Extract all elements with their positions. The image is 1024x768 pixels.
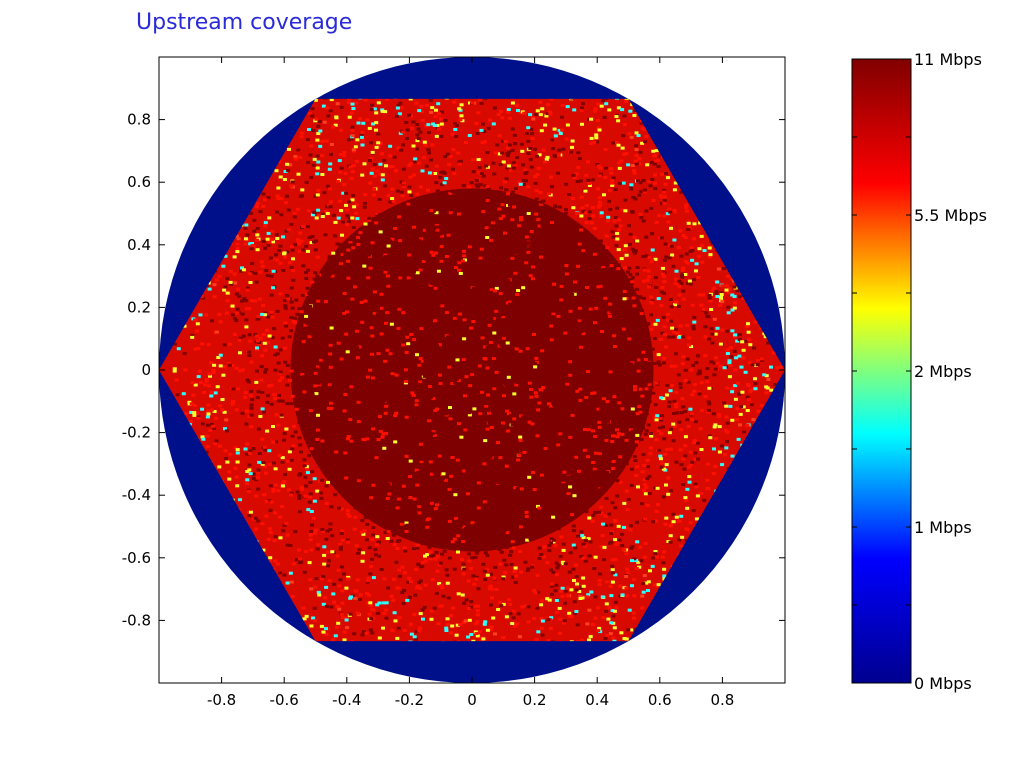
y-tick-label: -0.4 [122,486,151,504]
y-tick-label: 0.6 [127,173,151,191]
coverage-speckle [159,98,785,642]
y-tick-label: 0.8 [127,111,151,129]
chart-title: Upstream coverage [136,10,353,35]
core-coverage [290,188,654,552]
y-tick-label: -0.8 [122,611,151,629]
x-tick-label: 0 [467,691,477,709]
x-tick-label: 0.4 [585,691,609,709]
y-tick-label: 0.2 [127,298,151,316]
colorbar [851,58,912,684]
x-tick-label: -0.6 [270,691,299,709]
y-tick-label: 0 [141,361,151,379]
x-tick-label: -0.2 [395,691,424,709]
x-tick-label: 0.2 [523,691,547,709]
colorbar-label: 11 Mbps [914,50,982,69]
x-tick-label: -0.4 [332,691,361,709]
y-tick-label: -0.2 [122,424,151,442]
colorbar-label: 0 Mbps [914,674,972,693]
y-tick-label: -0.6 [122,549,151,567]
x-tick-label: 0.8 [710,691,734,709]
y-tick-label: 0.4 [127,236,151,254]
colorbar-label: 5.5 Mbps [914,206,987,225]
x-tick-label: -0.8 [207,691,236,709]
colorbar-label: 1 Mbps [914,518,972,537]
colorbar-label: 2 Mbps [914,362,972,381]
x-tick-label: 0.6 [648,691,672,709]
